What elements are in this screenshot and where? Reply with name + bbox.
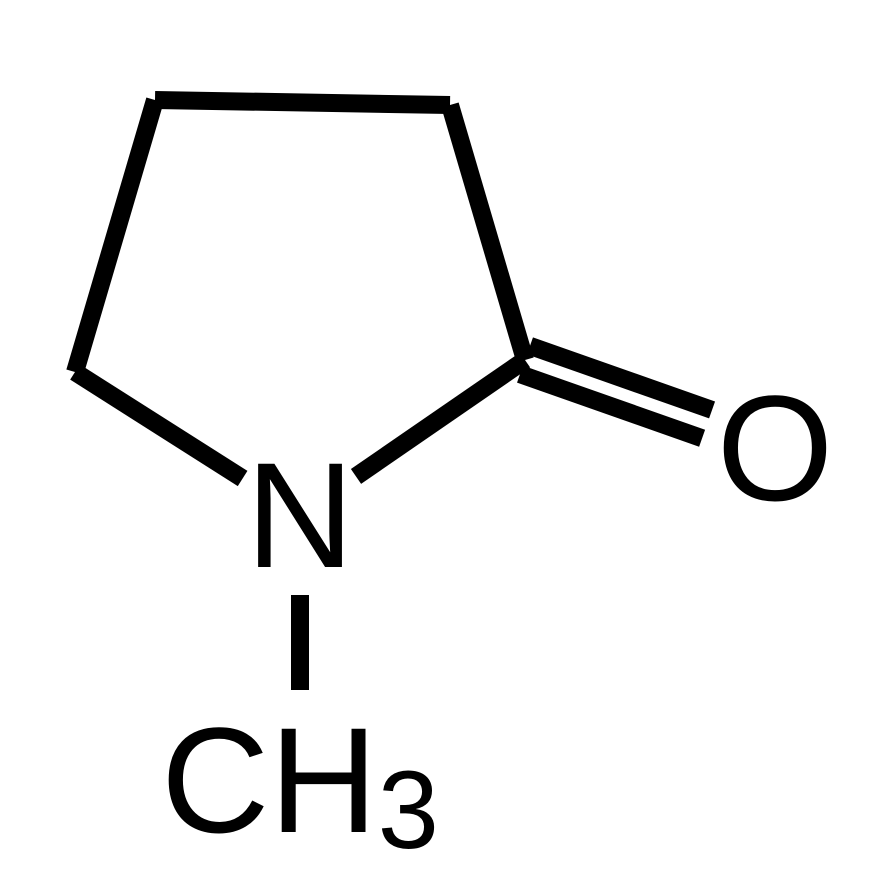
bond-single xyxy=(155,100,450,105)
bond-single xyxy=(75,100,155,372)
chemical-structure: N O CH3 xyxy=(0,0,890,890)
atom-label-ch3: CH3 xyxy=(161,696,439,872)
atom-label-n: N xyxy=(246,431,354,599)
bond-single xyxy=(450,105,525,360)
atom-label-o: O xyxy=(717,364,834,532)
bond-single xyxy=(356,360,525,476)
bond-single xyxy=(75,372,243,479)
